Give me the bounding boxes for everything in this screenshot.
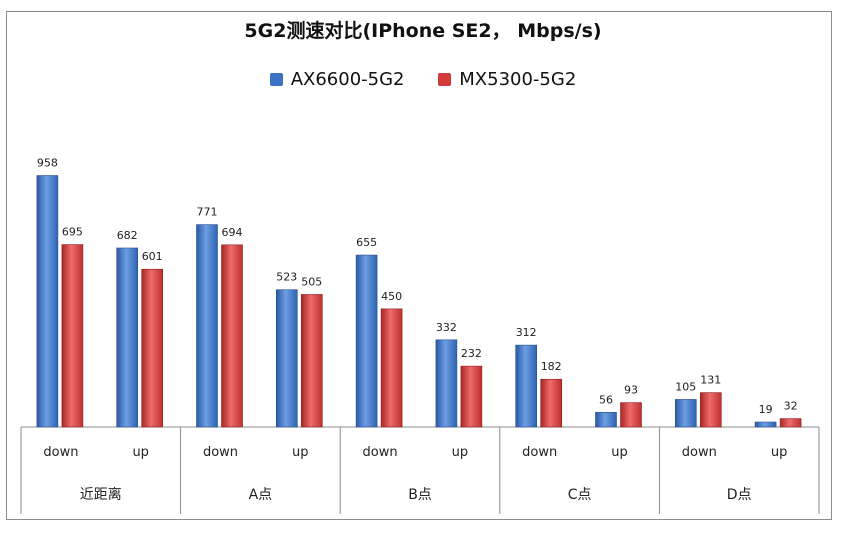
- x-tick-label: up: [292, 445, 309, 460]
- bar-2-6: [540, 378, 563, 428]
- group-label: 近距离: [80, 486, 122, 503]
- bar-1-8: [674, 399, 697, 428]
- group-label: C点: [568, 487, 592, 503]
- data-label: 182: [541, 360, 562, 373]
- chart-title: 5G2测速对比(IPhone SE2， Mbps/s): [244, 20, 602, 42]
- bar-1-5: [435, 339, 458, 428]
- bar-2-2: [221, 244, 243, 428]
- group-label: B点: [408, 487, 432, 503]
- x-tick-label: up: [611, 445, 628, 460]
- data-label: 19: [759, 403, 773, 416]
- bar-2-1: [141, 268, 163, 428]
- bar-2-0: [61, 244, 84, 428]
- bar-2-3: [300, 294, 323, 428]
- x-tick-label: down: [363, 445, 398, 460]
- data-label: 523: [276, 271, 297, 284]
- legend-label-series-1: AX6600-5G2: [290, 68, 405, 90]
- bar-1-4: [355, 254, 378, 428]
- data-label: 601: [142, 250, 163, 263]
- legend: AX6600-5G2 MX5300-5G2: [0, 68, 846, 90]
- bar-1-6: [515, 344, 538, 428]
- bar-1-9: [754, 421, 777, 428]
- x-tick-label: down: [522, 445, 557, 460]
- data-label: 56: [599, 393, 613, 406]
- data-label: 655: [356, 236, 377, 249]
- data-label: 332: [436, 321, 457, 334]
- bar-2-5: [460, 365, 483, 428]
- legend-item-series-2: MX5300-5G2: [438, 69, 576, 90]
- data-label: 131: [700, 374, 721, 387]
- data-label: 105: [675, 380, 696, 393]
- x-tick-label: up: [132, 445, 149, 460]
- data-label: 93: [624, 384, 638, 397]
- bar-2-7: [620, 402, 642, 428]
- data-label: 682: [117, 229, 138, 242]
- x-tick-label: down: [682, 445, 717, 460]
- data-label: 232: [461, 347, 482, 360]
- legend-item-series-1: AX6600-5G2: [269, 68, 405, 90]
- bar-1-2: [196, 224, 218, 428]
- data-label: 312: [516, 326, 537, 339]
- x-tick-label: up: [452, 445, 469, 460]
- x-tick-label: down: [203, 445, 238, 460]
- group-label: D点: [727, 487, 752, 503]
- data-label: 958: [37, 157, 58, 170]
- group-label: A点: [249, 487, 273, 503]
- data-label: 450: [381, 290, 402, 303]
- legend-swatch-series-1: [269, 72, 283, 86]
- bar-1-1: [116, 247, 138, 428]
- data-label: 695: [62, 226, 83, 239]
- bar-2-8: [699, 392, 722, 428]
- bar-2-4: [380, 308, 403, 428]
- x-tick-label: up: [771, 445, 788, 460]
- data-label: 694: [222, 226, 243, 239]
- bar-1-3: [275, 289, 298, 428]
- legend-swatch-series-2: [438, 72, 452, 86]
- bar-1-0: [36, 175, 59, 428]
- bar-2-9: [779, 418, 802, 428]
- data-label: 771: [197, 206, 218, 219]
- chart-frame: [6, 11, 832, 520]
- x-tick-label: down: [43, 445, 78, 460]
- bar-1-7: [595, 411, 617, 428]
- data-label: 505: [301, 275, 322, 288]
- legend-label-series-2: MX5300-5G2: [459, 68, 577, 90]
- data-label: 32: [784, 400, 798, 413]
